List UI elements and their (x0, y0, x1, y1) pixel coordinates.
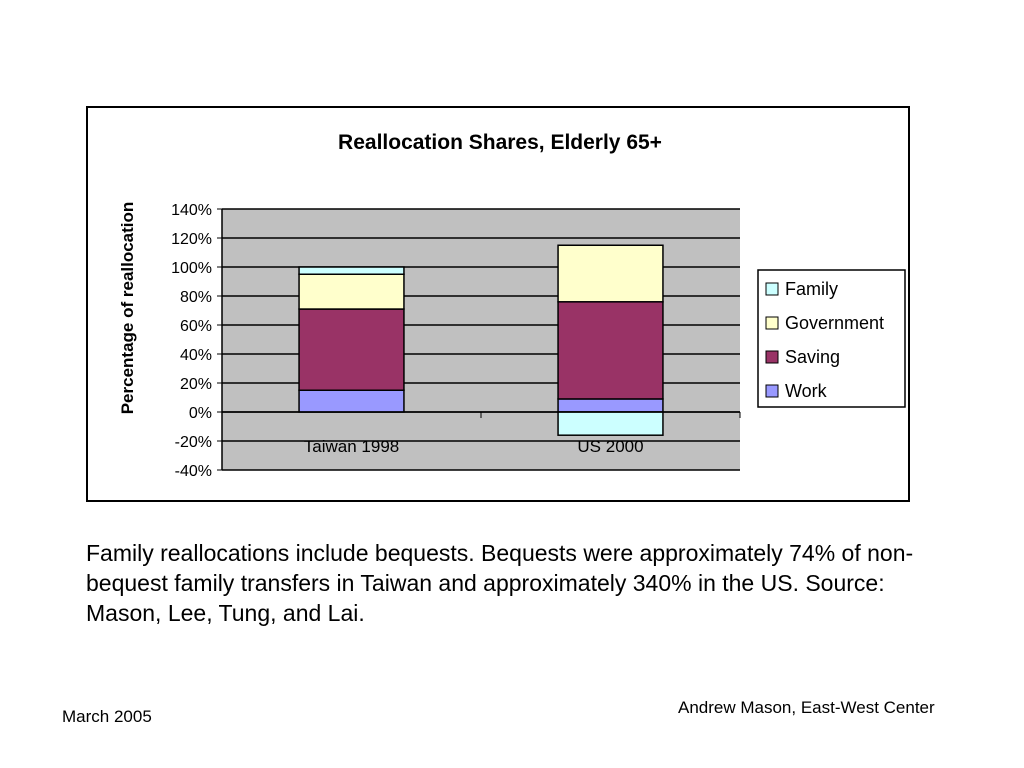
legend-swatch-family (765, 282, 779, 296)
axes (221, 209, 741, 470)
bar-segment-work (298, 389, 405, 413)
y-tick-label: 140% (171, 202, 212, 219)
y-tick-labels: -40% -20% 0% 20% 40% 60% 80% 100% 120% 140% (171, 202, 222, 480)
legend-swatch-work (765, 384, 779, 398)
x-tick-labels: Taiwan 1998 US 2000 (304, 437, 644, 456)
bar-segment-family (298, 266, 405, 275)
chart-frame: Reallocation Shares, Elderly 65+ Percent… (86, 106, 910, 502)
bar-segment-government (298, 273, 405, 310)
legend-swatch-saving (765, 350, 779, 364)
bar-segment-saving (298, 308, 405, 391)
y-axis-label: Percentage of reallocation (118, 202, 137, 415)
legend-label-government: Government (785, 313, 884, 333)
legend-swatch-government (765, 316, 779, 330)
legend: Family Government Saving Work (757, 269, 906, 408)
footer-date: March 2005 (62, 707, 152, 726)
chart-title: Reallocation Shares, Elderly 65+ (338, 131, 662, 154)
x-tick-label: Taiwan 1998 (304, 437, 399, 456)
caption: Family reallocations include bequests. B… (86, 540, 914, 626)
bar-segment-family (557, 411, 664, 436)
y-tick-label: 120% (171, 231, 212, 248)
bar-segment-saving (557, 301, 664, 400)
chart-svg: Reallocation Shares, Elderly 65+ Percent… (118, 131, 906, 480)
bar-segment-government (557, 244, 664, 303)
y-tick-label: 0% (189, 405, 212, 422)
y-tick-label: 100% (171, 260, 212, 277)
legend-label-family: Family (785, 279, 838, 299)
legend-label-saving: Saving (785, 347, 840, 367)
y-tick-label: 20% (180, 376, 212, 393)
y-tick-label: 60% (180, 318, 212, 335)
y-tick-label: -40% (175, 463, 212, 480)
y-tick-label: 40% (180, 347, 212, 364)
bar-segment-work (557, 398, 664, 413)
y-tick-label: 80% (180, 289, 212, 306)
bars (298, 244, 664, 436)
legend-box (757, 269, 906, 408)
legend-label-work: Work (785, 381, 828, 401)
y-tick-label: -20% (175, 434, 212, 451)
x-tick-label: US 2000 (577, 437, 643, 456)
footer-author: Andrew Mason, East-West Center (678, 698, 935, 717)
